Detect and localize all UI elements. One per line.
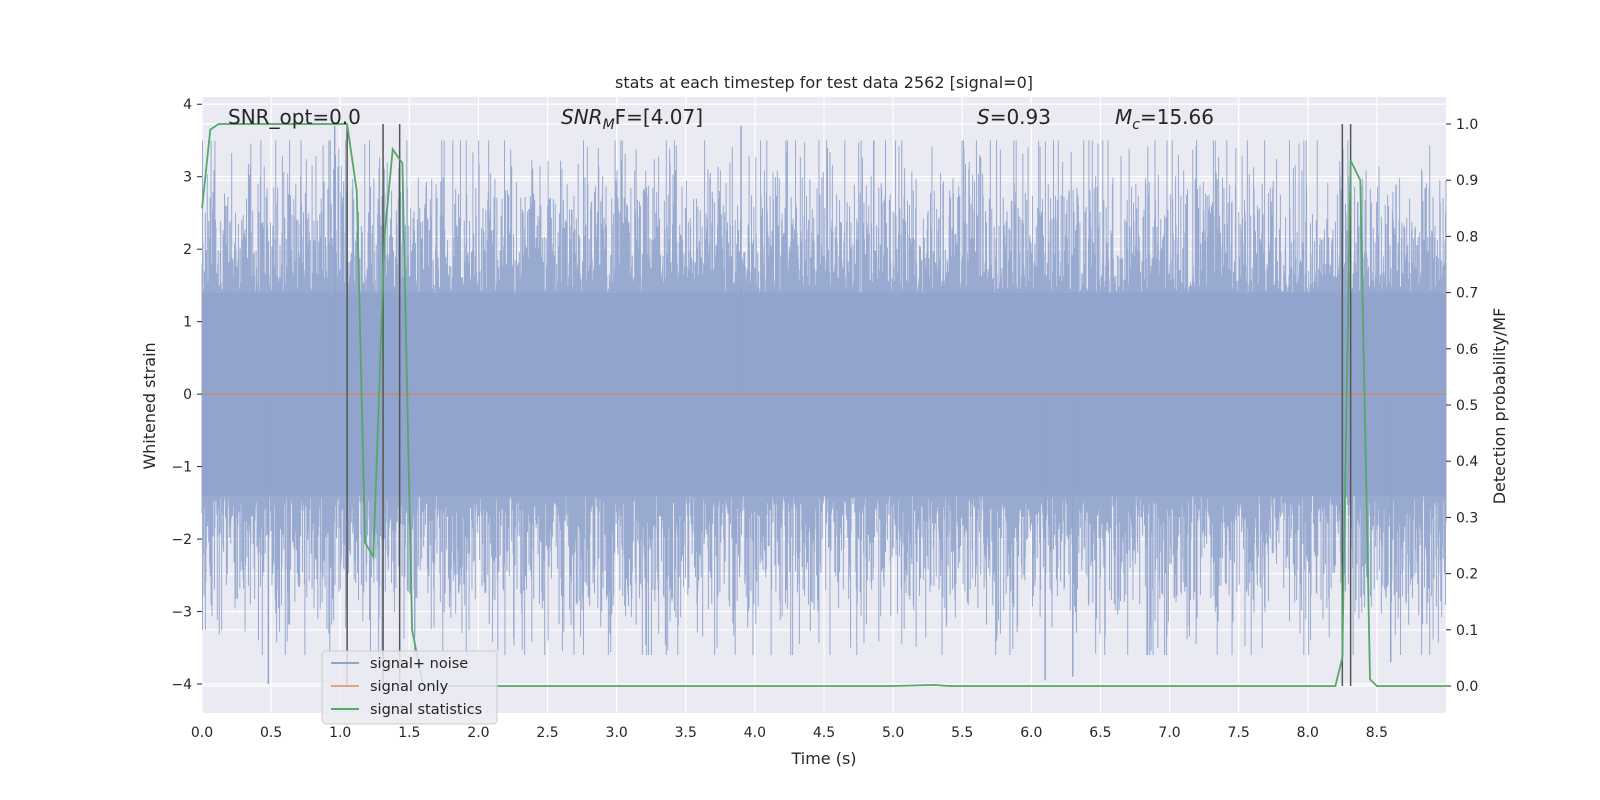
snr-mf-sub: M (603, 117, 615, 133)
legend-box (321, 650, 498, 725)
x-tick-label: 2.5 (536, 725, 558, 741)
x-axis-label: Time (s) (790, 749, 856, 768)
x-tick-label: 5.5 (951, 725, 973, 741)
x-tick-label: 0.0 (191, 725, 213, 741)
y-right-tick-label: 0.6 (1456, 342, 1478, 358)
x-tick-label: 8.0 (1297, 725, 1319, 741)
y-axis-ticks: 4 3 2 1 0 −1 −2 −3 −4 (171, 97, 202, 693)
y-right-tick-label: 0.5 (1456, 398, 1478, 414)
y-right-tick-label: 0.8 (1456, 229, 1478, 245)
y-tick-label: −4 (171, 677, 192, 693)
mc-main: M (1115, 105, 1132, 129)
x-tick-label: 1.0 (329, 725, 351, 741)
y-right-tick-label: 0.9 (1456, 173, 1478, 189)
y-right-tick-label: 0.0 (1456, 679, 1478, 695)
y-right-axis-label: Detection probability/MF (1490, 308, 1509, 505)
x-tick-label: 2.0 (467, 725, 489, 741)
x-axis-ticks: 0.0 0.5 1.0 1.5 2.0 2.5 3.0 3.5 4.0 4.5 5.0 5.5 6.0 6… (191, 725, 1388, 741)
x-tick-label: 0.5 (260, 725, 282, 741)
s-annotation: S=0.93 (977, 105, 1051, 129)
s-rest: =0.93 (990, 105, 1051, 129)
y-tick-label: 1 (183, 315, 192, 331)
legend-label-signal-statistics: signal statistics (370, 702, 482, 718)
y-tick-label: 0 (183, 387, 192, 403)
y-right-tick-label: 0.3 (1456, 510, 1478, 526)
y-tick-label: 4 (183, 97, 192, 113)
legend-label-signal-only: signal only (370, 679, 449, 695)
legend-label-signal-noise: signal+ noise (370, 656, 468, 672)
y-tick-label: −3 (171, 605, 192, 621)
x-tick-label: 5.0 (882, 725, 904, 741)
x-tick-label: 4.0 (744, 725, 766, 741)
y-right-tick-label: 0.2 (1456, 567, 1478, 583)
chart-title: stats at each timestep for test data 256… (615, 73, 1033, 92)
y-axis-label: Whitened strain (140, 342, 159, 469)
y-right-tick-label: 0.4 (1456, 454, 1478, 470)
y-right-tick-label: 0.1 (1456, 623, 1478, 639)
x-tick-label: 6.0 (1020, 725, 1042, 741)
y-right-tick-label: 1.0 (1456, 117, 1478, 133)
snr-mf-annotation: SNRMF=[4.07] (561, 105, 703, 133)
y-tick-label: −1 (171, 460, 192, 476)
x-tick-label: 3.0 (606, 725, 628, 741)
y-tick-label: 2 (183, 242, 192, 258)
s-main: S (977, 105, 990, 129)
x-tick-label: 1.5 (398, 725, 420, 741)
x-tick-label: 8.5 (1366, 725, 1388, 741)
y-tick-label: 3 (183, 170, 192, 186)
y-tick-label: −2 (171, 532, 192, 548)
legend: signal+ noise signal only signal statist… (321, 650, 498, 725)
y-right-tick-label: 0.7 (1456, 286, 1478, 302)
snr-opt-annotation: SNR_opt=0.0 (228, 105, 361, 129)
mc-rest: =15.66 (1140, 105, 1214, 129)
mc-annotation: Mc=15.66 (1115, 105, 1214, 133)
snr-mf-main: SNR (561, 105, 603, 129)
x-tick-label: 7.0 (1158, 725, 1180, 741)
x-tick-label: 6.5 (1089, 725, 1111, 741)
x-tick-label: 7.5 (1228, 725, 1250, 741)
y-right-axis-ticks: 1.0 0.9 0.8 0.7 0.6 0.5 0.4 0.3 0.2 0.1 0.0 (1446, 117, 1478, 695)
x-tick-label: 3.5 (675, 725, 697, 741)
mc-sub: c (1132, 117, 1140, 133)
vertical-markers (346, 123, 1352, 687)
snr-mf-rest: F=[4.07] (615, 105, 703, 129)
x-tick-label: 4.5 (813, 725, 835, 741)
